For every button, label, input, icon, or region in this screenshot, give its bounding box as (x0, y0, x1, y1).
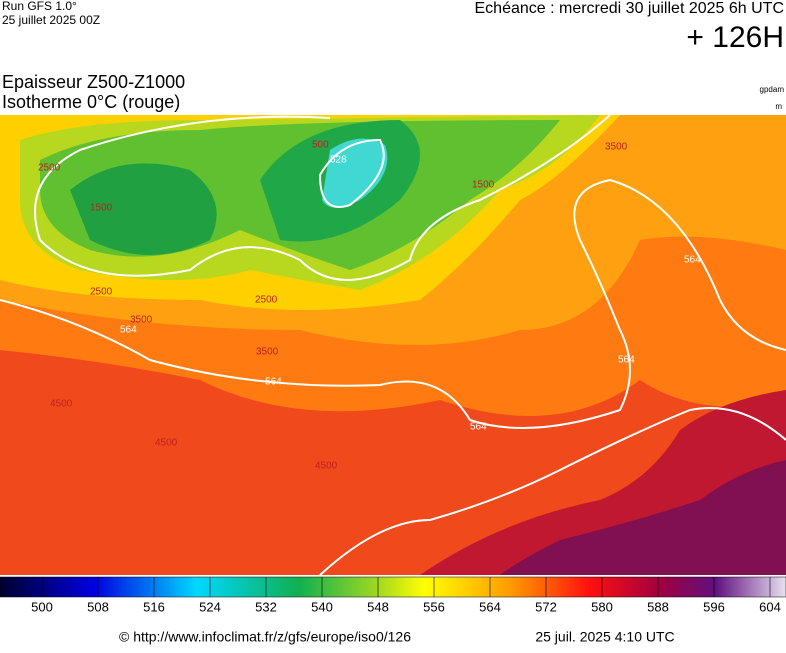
run-date: 25 juillet 2025 00Z (2, 13, 100, 27)
colorbar-tick-label: 540 (311, 599, 333, 614)
colorbar-tick-label: 516 (143, 599, 165, 614)
colorbar-tick-label: 572 (535, 599, 557, 614)
contour-label: 2500 (38, 163, 61, 174)
contour-label: 4500 (155, 438, 178, 449)
map-field (0, 115, 786, 575)
contour-label: 564 (618, 355, 635, 366)
contour-label: 4500 (315, 461, 338, 472)
lead-time: + 126H (686, 21, 784, 54)
colorbar-tick-label: 524 (199, 599, 221, 614)
map-title: Epaisseur Z500-Z1000 (2, 72, 185, 92)
contour-label: 564 (120, 325, 137, 336)
contour-label: 1500 (472, 180, 495, 191)
contour-label: 564 (470, 422, 487, 433)
colorbar-ticks: 500 508 516 524 532 540 548 556 564 572 580 588 596 6… (31, 577, 781, 614)
generated-time: 25 juil. 2025 4:10 UTC (535, 629, 674, 645)
contour-label: 4500 (50, 399, 73, 410)
unit-iso: m (775, 102, 782, 111)
contour-label: 3500 (130, 315, 153, 326)
contour-label: 564 (684, 255, 701, 266)
colorbar-tick-label: 500 (31, 599, 53, 614)
contour-label: 528 (330, 155, 347, 166)
contour-label: 564 (265, 377, 282, 388)
colorbar (0, 576, 786, 598)
colorbar-tick-label: 556 (423, 599, 445, 614)
colorbar-tick-label: 532 (255, 599, 277, 614)
run-label: Run GFS 1.0° (2, 0, 77, 13)
colorbar-tick-label: 580 (591, 599, 613, 614)
contour-label: 3500 (605, 142, 628, 153)
contour-label: 500 (312, 140, 329, 151)
unit-thickness: gpdam (760, 85, 785, 94)
contour-label: 2500 (90, 287, 113, 298)
colorbar-tick-label: 508 (87, 599, 109, 614)
source-url: © http://www.infoclimat.fr/z/gfs/europe/… (119, 629, 411, 645)
contour-label: 3500 (256, 347, 279, 358)
contour-labels: 528 564 564 564 564 564 2500 2500 2500 1… (38, 140, 701, 472)
valid-time: Echéance : mercredi 30 juillet 2025 6h U… (475, 0, 785, 17)
map-subtitle: Isotherme 0°C (rouge) (2, 92, 180, 112)
colorbar-tick-label: 564 (479, 599, 501, 614)
colorbar-tick-label: 548 (367, 599, 389, 614)
contour-label: 1500 (90, 203, 113, 214)
colorbar-tick-label: 588 (647, 599, 669, 614)
colorbar-tick-label: 604 (759, 599, 781, 614)
colorbar-tick-label: 596 (703, 599, 725, 614)
contour-label: 2500 (255, 295, 278, 306)
